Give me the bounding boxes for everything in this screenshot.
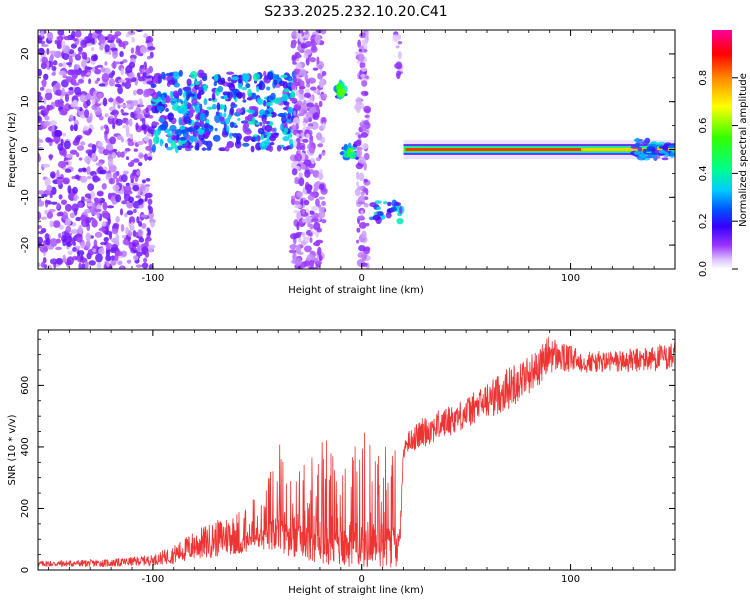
heatmap-feature-6 <box>368 199 405 225</box>
spectrogram-x-tick-label: -100 <box>142 273 165 284</box>
snr-frame <box>37 329 676 571</box>
colorbar-tick-label: 0.0 <box>698 261 709 277</box>
spectrogram-y-tick-label: 20 <box>20 48 31 61</box>
snr-x-tick-label: -100 <box>142 574 165 585</box>
spectrogram-x-tick-label: 100 <box>561 273 580 284</box>
colorbar-label: Normalized spectral amplitude <box>738 73 749 227</box>
heatmap-feature-4 <box>339 141 361 161</box>
colorbar-tick-label: 0.6 <box>698 118 709 134</box>
spectrogram-y-tick-label: -20 <box>20 237 31 253</box>
spectrogram-x-tick-label: 0 <box>359 273 365 284</box>
colorbar <box>712 30 732 269</box>
spectrogram-y-tick-label: 10 <box>20 95 31 108</box>
heatmap-feature-5 <box>354 30 372 269</box>
spectrogram-x-axis-label: Height of straight line (km) <box>288 285 424 296</box>
colorbar-tick-label: 0.8 <box>698 70 709 86</box>
heatmap-feature-7 <box>392 31 404 80</box>
colorbar-tick-label: 0.4 <box>698 165 709 181</box>
snr-x-axis-label: Height of straight line (km) <box>288 585 424 596</box>
snr-y-tick-label: 200 <box>20 499 31 518</box>
snr-y-axis-label: SNR (10 * v/v) <box>7 414 18 485</box>
heatmap-feature-3 <box>333 79 348 100</box>
colorbar-ticks: 0.0 0.2 0.4 0.6 0.8 <box>698 70 738 277</box>
heatmap-feature-1 <box>150 69 298 154</box>
snr-y-tick-label: 600 <box>20 376 31 395</box>
spectrogram-y-axis-label: Frequency (Hz) <box>7 112 18 188</box>
spectrogram-y-tick-label: -10 <box>20 189 31 205</box>
chart-title: S233.2025.232.10.20.C41 <box>264 4 447 20</box>
heatmap-feature-2 <box>288 30 328 269</box>
snr-y-tick-label: 400 <box>20 437 31 456</box>
spectrogram-y-tick-label: 0 <box>20 146 31 152</box>
heatmap-feature-8 <box>403 137 675 161</box>
snr-series-line <box>38 336 675 568</box>
snr-panel: -100 0 100 0 200 400 600 Height of straight li… <box>7 329 676 596</box>
snr-ticks: -100 0 100 0 200 400 600 <box>20 330 676 585</box>
snr-x-tick-label: 0 <box>359 574 365 585</box>
snr-x-tick-label: 100 <box>561 574 580 585</box>
snr-y-tick-label: 0 <box>20 567 31 573</box>
spectrogram-data <box>38 30 675 269</box>
heatmap-feature-0 <box>38 30 156 269</box>
colorbar-tick-label: 0.2 <box>698 213 709 229</box>
